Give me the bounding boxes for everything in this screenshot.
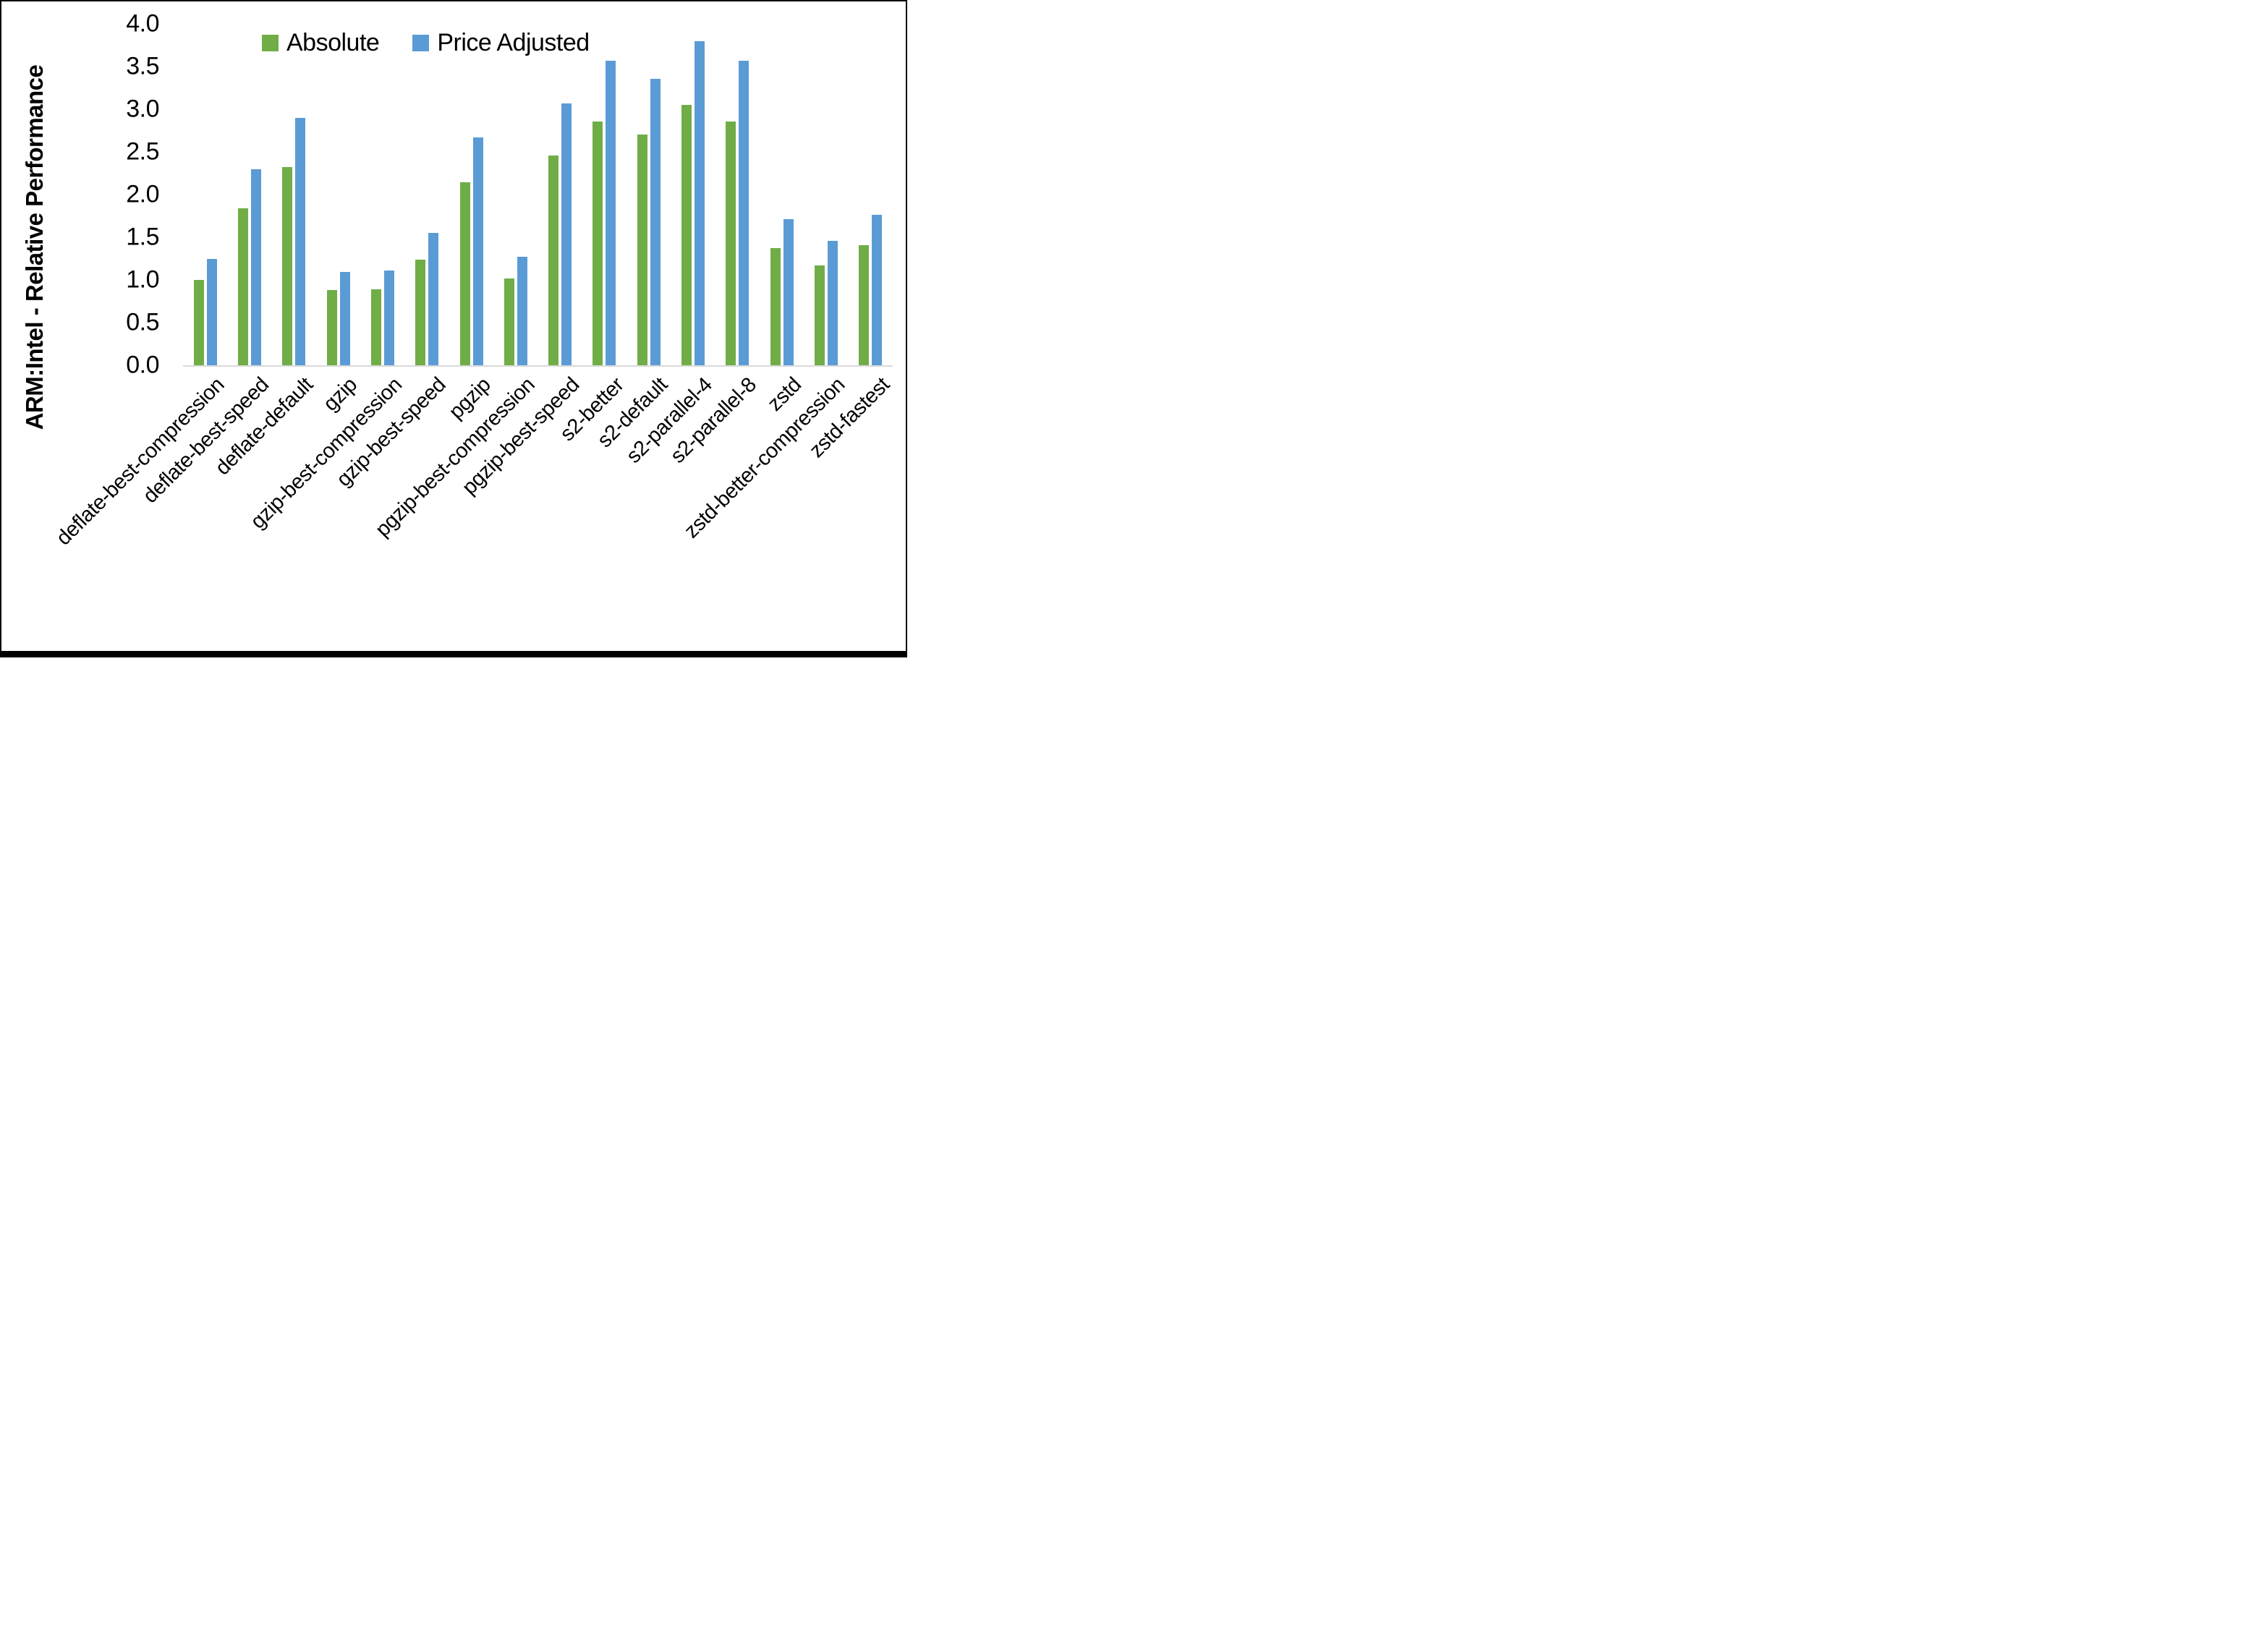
bar-price-adjusted-deflate-best-speed [250, 169, 261, 365]
bar-absolute-s2-parallel-4 [681, 105, 692, 365]
bar-absolute-s2-default [637, 135, 647, 365]
bar-price-adjusted-zstd [783, 219, 794, 365]
x-axis-line [183, 365, 893, 367]
bar-price-adjusted-gzip-best-compression [383, 271, 394, 365]
bar-group-gzip-best-compression [360, 24, 404, 365]
y-tick-label: 2.5 [126, 137, 159, 166]
bar-absolute-gzip-best-compression [370, 289, 381, 365]
bar-price-adjusted-gzip [339, 272, 350, 365]
y-axis-tick-labels: 0.0 0.5 1.0 1.5 2.0 2.5 3.0 3.5 4.0 [1, 1, 159, 656]
bar-price-adjusted-zstd-fastest [872, 215, 883, 365]
bar-absolute-pgzip [459, 182, 470, 365]
bar-price-adjusted-deflate-best-compression [206, 258, 217, 365]
bar-group-s2-default [627, 24, 671, 365]
bar-absolute-zstd-better-compression [815, 265, 825, 365]
bar-absolute-pgzip-best-compression [504, 278, 514, 365]
bar-price-adjusted-pgzip-best-speed [561, 103, 572, 365]
bar-group-s2-parallel-4 [671, 24, 715, 365]
bar-price-adjusted-gzip-best-speed [428, 233, 439, 365]
bar-group-pgzip-best-speed [538, 24, 582, 365]
bar-price-adjusted-s2-default [650, 78, 661, 365]
bar-price-adjusted-pgzip [472, 137, 483, 365]
bar-absolute-zstd [770, 248, 781, 365]
bar-group-deflate-best-compression [183, 24, 227, 365]
bar-group-gzip [316, 24, 360, 365]
bar-absolute-gzip [326, 290, 337, 365]
y-tick-label: 0.0 [126, 351, 159, 379]
bar-price-adjusted-zstd-better-compression [828, 240, 838, 365]
bar-group-pgzip [449, 24, 493, 365]
bar-group-pgzip-best-compression [493, 24, 538, 365]
bar-group-s2-parallel-8 [715, 24, 760, 365]
y-tick-label: 1.0 [126, 265, 159, 294]
y-tick-label: 0.5 [126, 308, 159, 336]
bar-price-adjusted-s2-parallel-4 [695, 41, 705, 365]
bottom-border-bar [1, 651, 906, 656]
legend-swatch-absolute [262, 35, 279, 51]
bar-absolute-s2-better [593, 121, 603, 365]
bar-absolute-s2-parallel-8 [726, 121, 736, 365]
bar-absolute-deflate-best-speed [237, 208, 248, 365]
legend-label-price-adjusted: Price Adjusted [437, 29, 590, 56]
y-tick-label: 1.5 [126, 223, 159, 251]
bar-absolute-gzip-best-speed [415, 259, 426, 365]
bar-group-gzip-best-speed [405, 24, 449, 365]
legend-item-absolute: Absolute [262, 29, 380, 57]
bar-group-zstd [760, 24, 804, 365]
bar-price-adjusted-s2-parallel-8 [739, 60, 749, 365]
legend-item-price-adjusted: Price Adjusted [412, 29, 590, 57]
bar-group-zstd-better-compression [804, 24, 848, 365]
bar-absolute-zstd-fastest [859, 244, 870, 365]
y-tick-label: 3.0 [126, 95, 159, 123]
bar-absolute-deflate-default [282, 167, 293, 365]
legend: Absolute Price Adjusted [262, 29, 590, 57]
y-tick-label: 3.5 [126, 52, 159, 80]
bar-group-deflate-best-speed [227, 24, 271, 365]
bar-absolute-pgzip-best-speed [548, 155, 559, 365]
y-tick-label: 4.0 [126, 9, 159, 38]
bar-group-s2-better [582, 24, 627, 365]
bar-group-deflate-default [272, 24, 316, 365]
bar-price-adjusted-deflate-default [295, 117, 306, 365]
plot-area [183, 24, 893, 365]
bar-price-adjusted-pgzip-best-compression [517, 257, 527, 365]
y-tick-label: 2.0 [126, 180, 159, 208]
bar-absolute-deflate-best-compression [193, 280, 204, 365]
legend-swatch-price-adjusted [412, 35, 430, 51]
bar-price-adjusted-s2-better [606, 60, 616, 365]
chart-frame: ARM:Intel - Relative Performance Absolut… [0, 0, 907, 657]
bar-group-zstd-fastest [849, 24, 893, 365]
legend-label-absolute: Absolute [286, 29, 380, 56]
